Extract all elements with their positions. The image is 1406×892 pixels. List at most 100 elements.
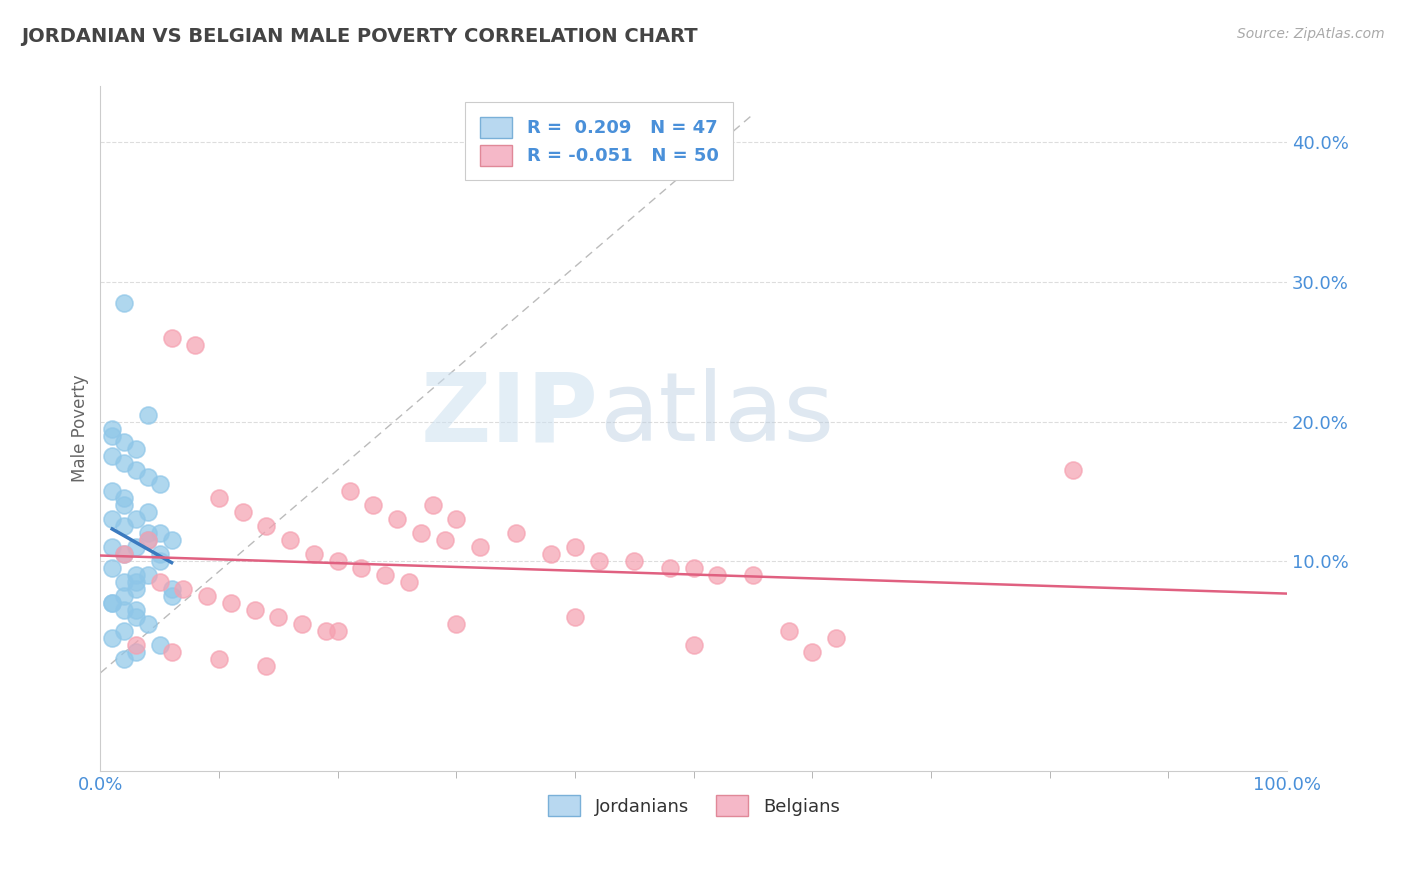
Point: [101, 428, 124, 442]
Point: [160, 582, 183, 596]
Point: [112, 519, 135, 533]
Point: [374, 568, 396, 582]
Point: [125, 540, 148, 554]
Point: [208, 491, 231, 506]
Point: [468, 540, 491, 554]
Point: [136, 568, 159, 582]
Point: [112, 435, 135, 450]
Point: [136, 505, 159, 519]
Point: [291, 617, 314, 632]
Point: [112, 589, 135, 603]
Point: [398, 575, 420, 590]
Point: [219, 596, 242, 610]
Point: [112, 295, 135, 310]
Point: [125, 463, 148, 477]
Point: [422, 499, 444, 513]
Point: [160, 533, 183, 548]
Point: [540, 547, 562, 561]
Point: [1062, 463, 1084, 477]
Point: [125, 575, 148, 590]
Point: [136, 533, 159, 548]
Point: [136, 470, 159, 484]
Point: [232, 505, 254, 519]
Point: [101, 561, 124, 575]
Legend: Jordanians, Belgians: Jordanians, Belgians: [540, 788, 846, 823]
Point: [112, 499, 135, 513]
Point: [564, 540, 586, 554]
Point: [825, 631, 848, 645]
Point: [195, 589, 218, 603]
Point: [101, 450, 124, 464]
Point: [101, 484, 124, 499]
Point: [101, 631, 124, 645]
Point: [278, 533, 301, 548]
Point: [125, 568, 148, 582]
Point: [125, 582, 148, 596]
Y-axis label: Male Poverty: Male Poverty: [72, 375, 89, 483]
Point: [172, 582, 194, 596]
Point: [125, 512, 148, 526]
Point: [256, 519, 278, 533]
Point: [125, 442, 148, 457]
Point: [433, 533, 456, 548]
Text: ZIP: ZIP: [420, 368, 599, 461]
Point: [149, 477, 172, 491]
Point: [184, 337, 207, 351]
Point: [101, 512, 124, 526]
Text: Source: ZipAtlas.com: Source: ZipAtlas.com: [1237, 27, 1385, 41]
Point: [136, 533, 159, 548]
Point: [339, 484, 361, 499]
Point: [778, 624, 800, 638]
Point: [112, 547, 135, 561]
Point: [125, 610, 148, 624]
Point: [160, 589, 183, 603]
Point: [149, 575, 172, 590]
Point: [149, 547, 172, 561]
Point: [682, 638, 704, 652]
Point: [267, 610, 290, 624]
Point: [125, 645, 148, 659]
Point: [706, 568, 728, 582]
Point: [160, 645, 183, 659]
Point: [160, 331, 183, 345]
Point: [256, 659, 278, 673]
Point: [101, 596, 124, 610]
Text: JORDANIAN VS BELGIAN MALE POVERTY CORRELATION CHART: JORDANIAN VS BELGIAN MALE POVERTY CORREL…: [21, 27, 697, 45]
Point: [208, 652, 231, 666]
Point: [112, 457, 135, 471]
Point: [385, 512, 408, 526]
Point: [505, 526, 527, 541]
Point: [302, 547, 325, 561]
Point: [363, 499, 385, 513]
Point: [112, 652, 135, 666]
Point: [112, 491, 135, 506]
Point: [125, 638, 148, 652]
Point: [149, 526, 172, 541]
Point: [125, 603, 148, 617]
Point: [136, 408, 159, 422]
Point: [149, 554, 172, 568]
Point: [243, 603, 266, 617]
Point: [409, 526, 432, 541]
Point: [136, 526, 159, 541]
Point: [112, 575, 135, 590]
Point: [315, 624, 337, 638]
Point: [564, 610, 586, 624]
Point: [112, 603, 135, 617]
Point: [112, 624, 135, 638]
Point: [101, 596, 124, 610]
Point: [326, 554, 349, 568]
Point: [801, 645, 824, 659]
Point: [742, 568, 765, 582]
Point: [659, 561, 682, 575]
Point: [588, 554, 610, 568]
Point: [149, 638, 172, 652]
Point: [682, 561, 704, 575]
Point: [446, 512, 468, 526]
Point: [326, 624, 349, 638]
Point: [101, 421, 124, 435]
Point: [350, 561, 373, 575]
Point: [623, 554, 645, 568]
Point: [136, 617, 159, 632]
Point: [446, 617, 468, 632]
